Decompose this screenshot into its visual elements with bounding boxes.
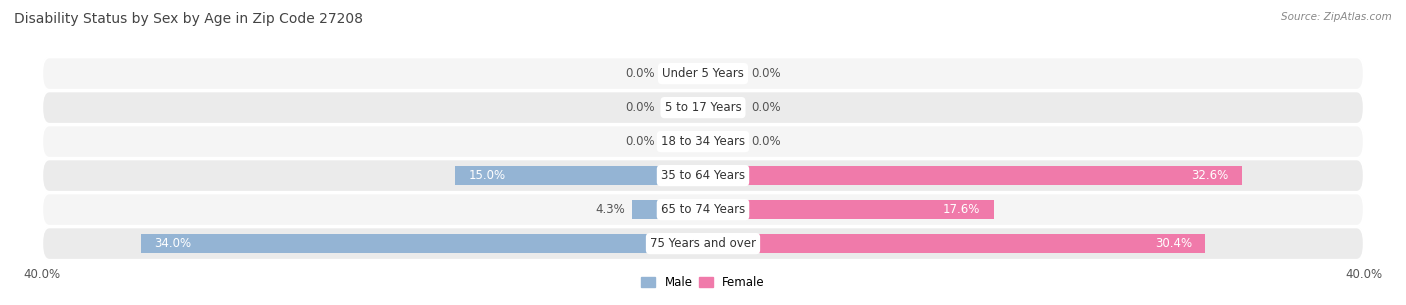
Text: Disability Status by Sex by Age in Zip Code 27208: Disability Status by Sex by Age in Zip C… [14, 12, 363, 26]
Text: 0.0%: 0.0% [626, 67, 655, 80]
Text: 4.3%: 4.3% [596, 203, 626, 216]
Bar [631, 200, 703, 220]
Text: 0.0%: 0.0% [626, 101, 655, 114]
Text: 5 to 17 Years: 5 to 17 Years [665, 101, 741, 114]
Bar [703, 132, 744, 152]
Bar [662, 132, 703, 152]
Text: 65 to 74 Years: 65 to 74 Years [661, 203, 745, 216]
FancyBboxPatch shape [42, 227, 1364, 260]
FancyBboxPatch shape [42, 91, 1364, 124]
Bar [662, 64, 703, 84]
FancyBboxPatch shape [42, 159, 1364, 192]
Text: Under 5 Years: Under 5 Years [662, 67, 744, 80]
Bar [703, 200, 994, 220]
Bar [141, 234, 703, 253]
Text: 0.0%: 0.0% [626, 135, 655, 148]
Text: 75 Years and over: 75 Years and over [650, 237, 756, 250]
Bar [703, 98, 744, 117]
Text: 15.0%: 15.0% [468, 169, 506, 182]
FancyBboxPatch shape [42, 193, 1364, 226]
FancyBboxPatch shape [42, 125, 1364, 158]
Bar [703, 64, 744, 84]
Bar [703, 166, 1241, 185]
Text: 32.6%: 32.6% [1191, 169, 1229, 182]
Text: 18 to 34 Years: 18 to 34 Years [661, 135, 745, 148]
Text: 0.0%: 0.0% [751, 101, 780, 114]
Text: 17.6%: 17.6% [943, 203, 980, 216]
Text: 30.4%: 30.4% [1154, 237, 1192, 250]
Bar [703, 234, 1205, 253]
FancyBboxPatch shape [42, 57, 1364, 90]
Text: 0.0%: 0.0% [751, 135, 780, 148]
Legend: Male, Female: Male, Female [637, 271, 769, 294]
Text: 0.0%: 0.0% [751, 67, 780, 80]
Text: Source: ZipAtlas.com: Source: ZipAtlas.com [1281, 12, 1392, 22]
Bar [662, 98, 703, 117]
Bar [456, 166, 703, 185]
Text: 34.0%: 34.0% [155, 237, 191, 250]
Text: 35 to 64 Years: 35 to 64 Years [661, 169, 745, 182]
